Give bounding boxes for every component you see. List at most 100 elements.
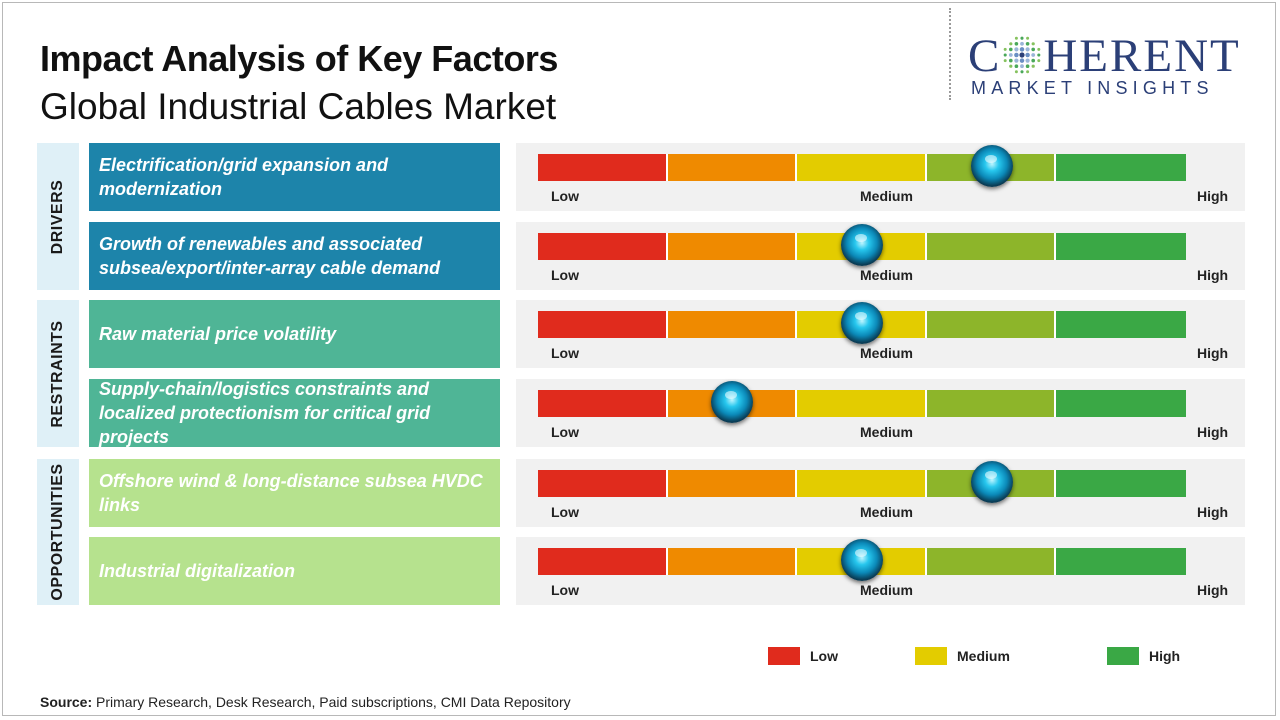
scale-label-low: Low bbox=[551, 582, 579, 598]
globe-dot bbox=[1009, 42, 1013, 46]
globe-dot bbox=[1014, 47, 1019, 52]
scale-bar bbox=[538, 154, 1186, 181]
scale-label-high: High bbox=[1197, 188, 1229, 204]
factor-label: Raw material price volatility bbox=[89, 300, 500, 368]
legend-swatch bbox=[1107, 647, 1139, 665]
scale-segment bbox=[797, 470, 927, 497]
source-note: Source: Primary Research, Desk Research,… bbox=[40, 694, 571, 710]
impact-indicator-knob bbox=[841, 539, 883, 581]
legend-label: Low bbox=[810, 648, 838, 664]
impact-scale: Low Medium High bbox=[516, 379, 1245, 447]
scale-label-low: Low bbox=[551, 424, 579, 440]
impact-scale: Low Medium High bbox=[516, 300, 1245, 368]
scale-segment bbox=[538, 390, 668, 417]
globe-dot bbox=[1009, 53, 1014, 57]
globe-dot bbox=[1014, 58, 1019, 63]
globe-dot bbox=[1004, 59, 1008, 63]
scale-segment bbox=[667, 470, 798, 497]
globe-dot bbox=[1026, 70, 1030, 74]
factor-label: Offshore wind & long-distance subsea HVD… bbox=[89, 459, 500, 527]
scale-segment bbox=[1056, 311, 1186, 338]
globe-dot bbox=[1026, 64, 1030, 69]
globe-dot bbox=[1009, 47, 1013, 52]
scale-label-medium: Medium bbox=[860, 188, 913, 204]
impact-indicator-knob bbox=[841, 224, 883, 266]
factor-label: Industrial digitalization bbox=[89, 537, 500, 605]
impact-indicator-knob bbox=[841, 302, 883, 344]
globe-dot bbox=[1009, 58, 1013, 63]
globe-dot bbox=[1020, 47, 1025, 52]
scale-label-medium: Medium bbox=[860, 582, 913, 598]
scale-segment bbox=[538, 548, 668, 575]
scale-label-high: High bbox=[1197, 582, 1229, 598]
globe-dot bbox=[1020, 70, 1024, 74]
globe-dot bbox=[1014, 41, 1019, 46]
scale-segment bbox=[926, 390, 1057, 417]
scale-segment bbox=[667, 233, 798, 260]
scale-segment bbox=[926, 311, 1057, 338]
globe-dot bbox=[1026, 36, 1030, 40]
globe-dot bbox=[1014, 64, 1019, 69]
scale-label-high: High bbox=[1197, 504, 1229, 520]
logo-letters-rest: HERENT bbox=[1043, 30, 1241, 82]
section-restraints: RESTRAINTS bbox=[37, 300, 79, 447]
section-opportunities: OPPORTUNITIES bbox=[37, 459, 79, 605]
impact-indicator-knob bbox=[970, 461, 1013, 503]
scale-segment bbox=[538, 311, 668, 338]
scale-segment bbox=[797, 390, 927, 417]
globe-dot bbox=[1037, 53, 1041, 57]
globe-dot bbox=[1019, 52, 1025, 58]
scale-segment bbox=[926, 233, 1057, 260]
logo-letter-c: C bbox=[968, 30, 1002, 82]
globe-dot bbox=[1020, 41, 1025, 46]
scale-segment bbox=[538, 154, 668, 181]
globe-dot bbox=[1014, 52, 1020, 58]
legend-label: High bbox=[1149, 648, 1181, 664]
section-label: OPPORTUNITIES bbox=[37, 459, 79, 605]
scale-label-low: Low bbox=[551, 188, 579, 204]
scale-label-low: Low bbox=[551, 267, 579, 283]
logo-divider bbox=[949, 8, 951, 100]
scale-bar bbox=[538, 470, 1186, 497]
section-label: DRIVERS bbox=[37, 143, 79, 290]
impact-scale: Low Medium High bbox=[516, 143, 1245, 211]
globe-dot bbox=[1025, 47, 1031, 52]
scale-label-high: High bbox=[1197, 345, 1229, 361]
scale-label-low: Low bbox=[551, 345, 579, 361]
globe-dot bbox=[1031, 42, 1036, 46]
globe-dot bbox=[1020, 36, 1024, 40]
factor-label: Supply-chain/logistics constraints and l… bbox=[89, 379, 500, 447]
legend-label: Medium bbox=[957, 648, 1010, 664]
globe-dot bbox=[1015, 70, 1019, 74]
globe-dot bbox=[1031, 47, 1036, 52]
globe-dot bbox=[1026, 41, 1030, 46]
scale-label-high: High bbox=[1197, 424, 1229, 440]
globe-dot bbox=[1031, 58, 1036, 63]
scale-label-high: High bbox=[1197, 267, 1229, 283]
factor-label: Electrification/grid expansion and moder… bbox=[89, 143, 500, 211]
section-label-text: OPPORTUNITIES bbox=[49, 463, 66, 601]
globe-dot bbox=[1025, 58, 1031, 63]
scale-segment bbox=[667, 548, 798, 575]
globe-dot bbox=[1025, 52, 1031, 58]
chart-subtitle: Global Industrial Cables Market bbox=[40, 86, 557, 127]
impact-scale: Low Medium High bbox=[516, 537, 1245, 605]
section-label-text: RESTRAINTS bbox=[49, 319, 66, 428]
scale-segment bbox=[1056, 390, 1186, 417]
scale-label-low: Low bbox=[551, 504, 579, 520]
globe-dot bbox=[1037, 47, 1041, 51]
globe-dot bbox=[1009, 64, 1013, 68]
scale-label-medium: Medium bbox=[860, 267, 913, 283]
scale-segment bbox=[667, 311, 798, 338]
scale-segment bbox=[538, 470, 668, 497]
section-label-text: DRIVERS bbox=[49, 179, 66, 254]
globe-dot bbox=[1031, 53, 1036, 57]
section-drivers: DRIVERS bbox=[37, 143, 79, 290]
company-logo: C HERENT MARKET INSIGHTS bbox=[968, 30, 1260, 100]
globe-dot bbox=[1037, 59, 1041, 63]
logo-wordmark: C HERENT bbox=[968, 30, 1241, 82]
globe-dot bbox=[1004, 47, 1008, 51]
scale-segment bbox=[926, 548, 1057, 575]
globe-dot bbox=[1031, 64, 1036, 68]
